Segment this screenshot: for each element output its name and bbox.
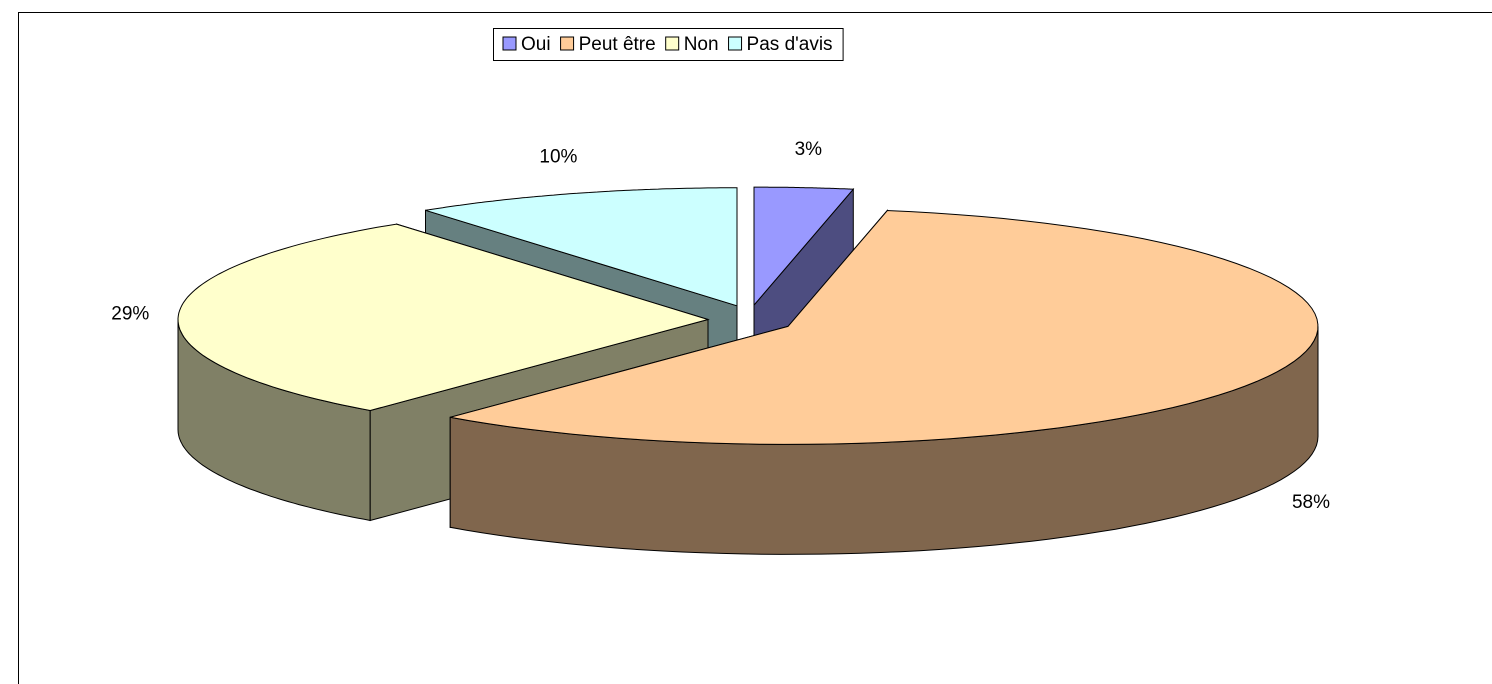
data-label: 29%: [111, 304, 149, 325]
legend-label: Non: [684, 34, 719, 55]
data-label: 3%: [795, 139, 823, 160]
legend-swatch: [665, 36, 680, 51]
legend-label: Oui: [521, 34, 551, 55]
legend-swatch: [502, 36, 517, 51]
data-label: 10%: [539, 146, 577, 167]
slice: [425, 187, 738, 307]
legend-swatch: [560, 36, 575, 51]
legend-label: Peut être: [579, 34, 656, 55]
slice: [177, 223, 710, 412]
data-label: 58%: [1292, 492, 1330, 513]
legend-swatch: [728, 36, 743, 51]
slice: [450, 209, 1319, 445]
legend-label: Pas d'avis: [747, 34, 833, 55]
slice: [753, 186, 855, 307]
